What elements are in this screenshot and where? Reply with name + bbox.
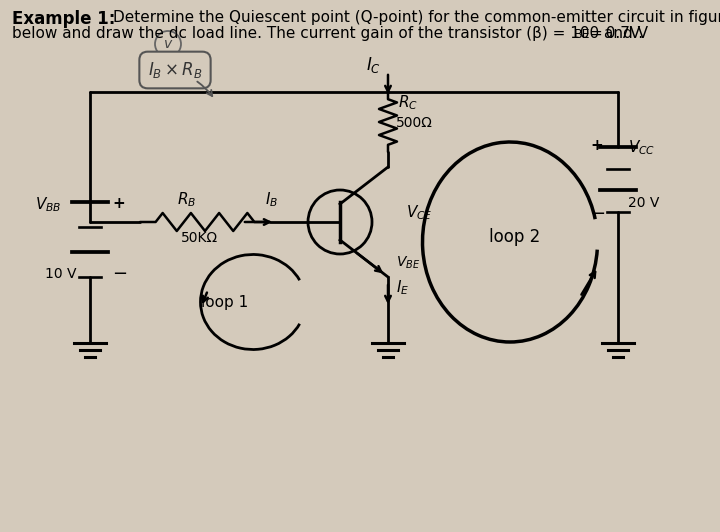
Text: 10 V: 10 V — [45, 267, 76, 281]
Text: $R_B$: $R_B$ — [177, 190, 197, 209]
Text: 50KΩ: 50KΩ — [181, 231, 219, 245]
Text: $R_C$: $R_C$ — [398, 93, 418, 112]
Text: BE: BE — [574, 28, 590, 41]
Text: 500Ω: 500Ω — [396, 116, 433, 130]
Text: 20 V: 20 V — [628, 196, 660, 210]
Text: Example 1:: Example 1: — [12, 10, 115, 28]
Text: $V_{BB}$: $V_{BB}$ — [35, 196, 61, 214]
Text: $V_{CC}$: $V_{CC}$ — [628, 138, 655, 157]
Text: +: + — [590, 137, 603, 153]
Text: below and draw the dc load line. The current gain of the transistor (β) = 100 an: below and draw the dc load line. The cur… — [12, 26, 648, 41]
Text: = 0.7V.: = 0.7V. — [587, 26, 643, 41]
Text: $I_B$: $I_B$ — [265, 190, 278, 209]
Text: $I_C$: $I_C$ — [366, 55, 381, 75]
Text: loop 1: loop 1 — [202, 295, 248, 310]
Text: $V_{CE}$: $V_{CE}$ — [406, 203, 433, 222]
Text: $V_{BE}$: $V_{BE}$ — [396, 255, 420, 271]
Text: +: + — [112, 196, 125, 212]
Text: $I_B \times R_B$: $I_B \times R_B$ — [148, 60, 202, 80]
Text: −: − — [590, 205, 605, 223]
Text: $I_E$: $I_E$ — [396, 278, 409, 297]
Text: loop 2: loop 2 — [490, 228, 541, 246]
Text: v: v — [164, 37, 172, 51]
Text: Determine the Quiescent point (Q-point) for the common-emitter circuit in figure: Determine the Quiescent point (Q-point) … — [113, 10, 720, 25]
Text: −: − — [112, 265, 127, 283]
